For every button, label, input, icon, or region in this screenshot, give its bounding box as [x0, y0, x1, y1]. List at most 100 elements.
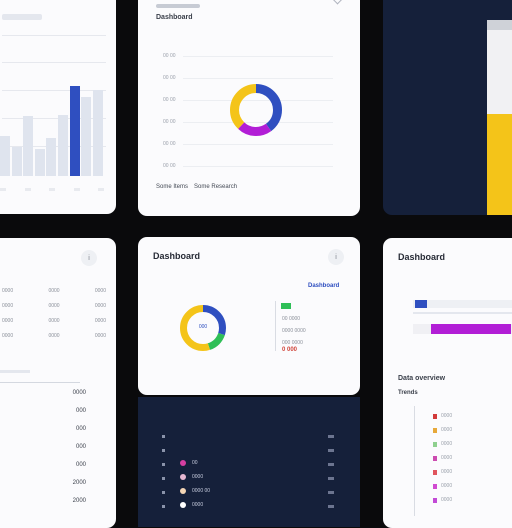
legend-label: 0000 — [441, 413, 453, 419]
stat-item: 00 0000 — [282, 316, 301, 322]
card-title: Dashboard — [156, 14, 193, 21]
legend-swatch — [433, 441, 437, 447]
list-item[interactable]: 0000 — [180, 502, 203, 508]
card-top-left — [0, 0, 116, 214]
legend-swatch — [433, 469, 437, 475]
legend-item: 0000 — [433, 469, 452, 475]
list-item[interactable]: 0000 00 — [180, 488, 210, 494]
row-bullet — [162, 435, 165, 438]
row-bullet — [162, 463, 165, 466]
section-subtitle: Trends — [398, 390, 418, 396]
donut-center-label: 000 — [198, 324, 208, 330]
axis-label: 00 00 — [163, 97, 176, 103]
footer-value: 0 000 — [282, 347, 298, 353]
list-item[interactable]: 00 — [180, 460, 198, 466]
legend-item: 0000 — [433, 427, 452, 433]
list-item[interactable]: 0000 — [180, 474, 203, 480]
axis-label: 00 00 — [163, 75, 176, 81]
legend-swatch — [433, 497, 437, 503]
gridline — [183, 166, 333, 167]
stat-item: 0000 0000 — [282, 328, 306, 334]
legend-swatch — [433, 413, 437, 419]
list-item-label: 0000 00 — [192, 488, 211, 494]
legend-item: 0000 — [433, 441, 452, 447]
card-mid-middle: Dashboard i 000 Dashboard 00 0000 0000 0… — [138, 237, 360, 395]
row-bullet — [162, 477, 165, 480]
list-item-label: 0000 — [192, 474, 204, 480]
value-cell: 2000 — [72, 480, 86, 486]
legend-label: 0000 — [441, 469, 453, 475]
legend-item: Some Items — [156, 184, 189, 190]
row-bullet — [162, 491, 165, 494]
progress-track — [487, 20, 512, 215]
donut-chart — [230, 84, 282, 136]
info-button[interactable]: i — [328, 249, 344, 265]
table-cell: 0000 — [94, 333, 106, 339]
legend-item: 0000 — [433, 455, 452, 461]
bar — [46, 137, 57, 176]
legend-item: 0000 — [433, 497, 452, 503]
table-cell: 0000 — [2, 288, 14, 294]
axis-label: 00 00 — [163, 119, 176, 125]
donut-chart — [180, 305, 226, 351]
card-mid-left: i 0000 0000 0000 0000 0000 0000 0000 0000 0000 00… — [0, 238, 116, 528]
table-row: 0000 0000 0000 — [2, 303, 106, 309]
info-button[interactable]: i — [81, 250, 97, 266]
progress-track-blue — [413, 300, 512, 308]
row-marker — [328, 449, 334, 452]
value-cell: 000 — [75, 408, 86, 414]
row-marker — [328, 491, 334, 494]
legend-label: 0000 — [441, 497, 453, 503]
table-cell: 0000 — [48, 318, 60, 324]
card-bottom-middle: 00 0000 0000 00 0000 — [138, 397, 360, 527]
legend-label: 0000 — [441, 427, 453, 433]
list-item-label: 00 — [192, 460, 198, 466]
table-cell: 0000 — [48, 288, 60, 294]
stats-list: 00 0000 0000 0000 000 0000 — [282, 313, 306, 349]
value-cell: 2000 — [72, 498, 86, 504]
section-title: Data overview — [398, 375, 446, 382]
bar — [92, 89, 103, 176]
bar — [11, 147, 22, 176]
bar — [58, 114, 68, 176]
card-heading — [2, 14, 42, 20]
legend-swatch — [433, 455, 437, 461]
green-swatch — [281, 303, 291, 309]
table-row: 0000 0000 0000 — [2, 288, 106, 294]
stat-item: 000 0000 — [282, 340, 303, 346]
card-top-middle: Dashboard 00 00 00 00 00 00 00 00 00 00 00 00… — [138, 0, 360, 216]
legend: Some Items Some Research — [156, 184, 237, 190]
gridline — [183, 144, 333, 145]
top-chevron-icon[interactable] — [332, 0, 343, 5]
table-row: 0000 0000 0000 — [2, 333, 106, 339]
value-cell: 000 — [75, 444, 86, 450]
legend-label: 0000 — [441, 455, 453, 461]
row-marker — [328, 463, 334, 466]
row-marker — [328, 505, 334, 508]
gridline — [183, 100, 333, 101]
axis-label: 00 00 — [163, 53, 176, 59]
table-cell: 0000 — [48, 333, 60, 339]
legend-item: 0000 — [433, 413, 452, 419]
table-cell: 0000 — [2, 303, 14, 309]
table-cell: 0000 — [94, 303, 106, 309]
progress-fill-blue — [415, 300, 428, 308]
row-marker — [328, 435, 334, 438]
info-icon: i — [88, 254, 90, 262]
row-bullet — [162, 505, 165, 508]
donut-segment — [230, 84, 282, 136]
bar — [34, 149, 45, 176]
donut-segment — [230, 84, 282, 136]
card-top-right — [383, 0, 512, 215]
row-bullet — [162, 449, 165, 452]
progress-fill — [487, 113, 512, 215]
card-title: Dashboard — [398, 252, 446, 262]
info-icon: i — [335, 253, 337, 261]
progress-fill-magenta — [431, 324, 512, 334]
row-marker — [328, 477, 334, 480]
card-title: Dashboard — [153, 251, 201, 261]
legend-swatch — [433, 427, 437, 433]
value-cell: 000 — [75, 426, 86, 432]
legend-item: Some Research — [194, 184, 238, 190]
legend-item: 0000 — [433, 483, 452, 489]
